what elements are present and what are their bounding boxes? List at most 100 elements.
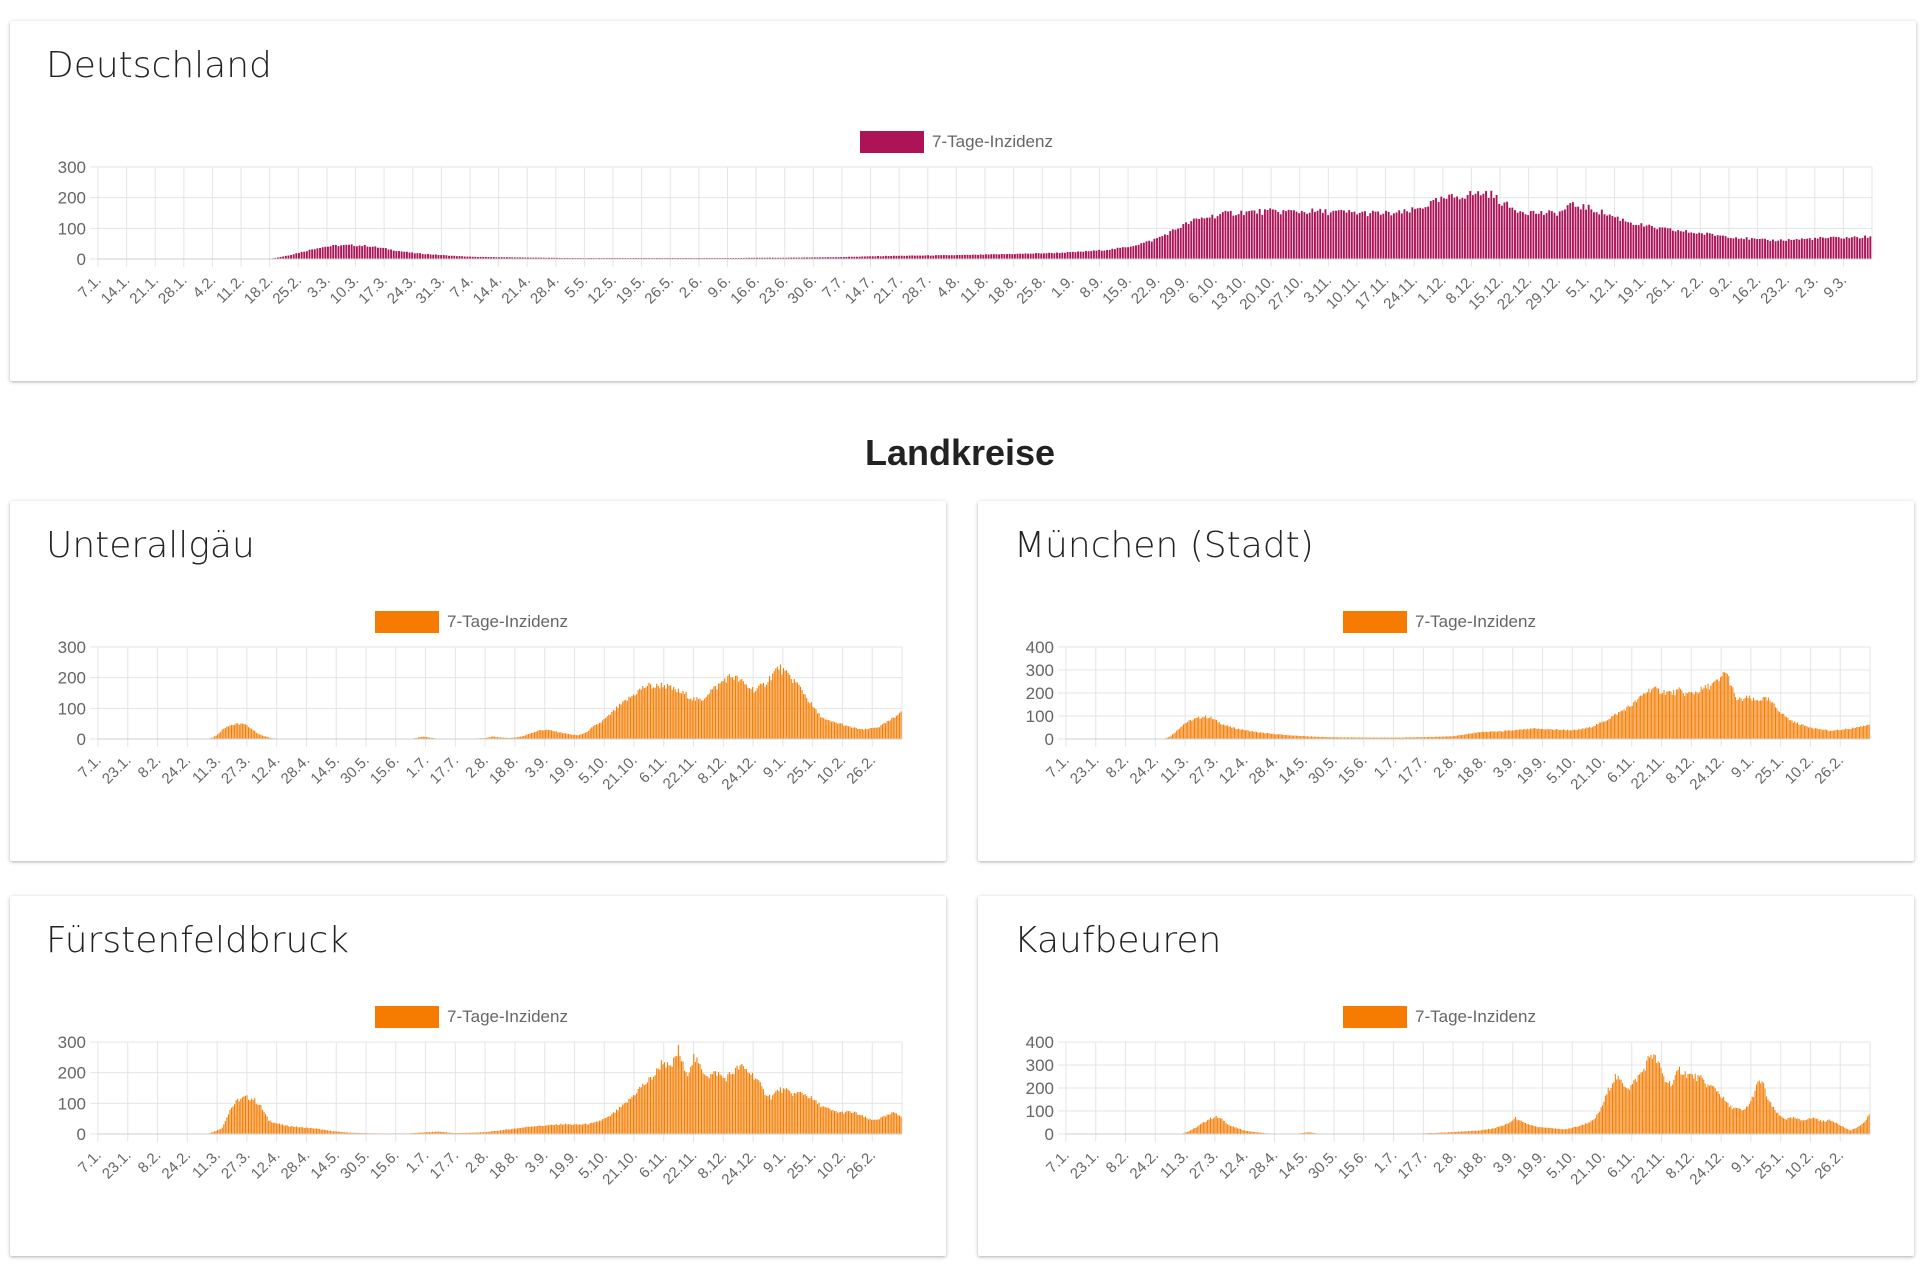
- bar: [835, 1111, 837, 1134]
- x-tick-label: 23.1.: [99, 752, 135, 788]
- bar: [881, 1116, 884, 1134]
- x-tick-label: 21.4.: [498, 272, 534, 308]
- bar: [321, 247, 324, 259]
- bar: [866, 256, 869, 259]
- bar: [1174, 732, 1176, 739]
- bar: [1505, 1124, 1507, 1134]
- bar: [210, 1132, 212, 1134]
- bar: [1170, 735, 1172, 739]
- bar: [530, 732, 533, 739]
- bar: [263, 1111, 265, 1134]
- bar: [677, 1044, 679, 1134]
- bar: [600, 1120, 602, 1134]
- bar: [1644, 693, 1646, 739]
- bar: [1450, 1132, 1452, 1134]
- bar: [832, 1109, 834, 1134]
- bar: [767, 1096, 769, 1134]
- bar: [1308, 1132, 1310, 1134]
- bar: [643, 688, 645, 739]
- bar: [217, 734, 219, 739]
- bar: [1245, 1130, 1247, 1134]
- bar: [781, 1093, 783, 1134]
- bar: [520, 736, 522, 739]
- bar: [518, 736, 520, 739]
- bar: [1797, 722, 1799, 739]
- bar: [1516, 729, 1518, 739]
- bar: [1626, 706, 1628, 739]
- bar: [804, 694, 806, 739]
- bar: [773, 1093, 775, 1134]
- bar: [1316, 210, 1319, 259]
- bar: [1465, 1131, 1467, 1134]
- bar: [588, 730, 590, 739]
- bar: [1683, 1074, 1685, 1134]
- bar: [496, 737, 499, 739]
- bar: [1583, 728, 1585, 739]
- bar: [897, 715, 899, 739]
- bar: [1248, 211, 1251, 259]
- bar: [1404, 737, 1406, 739]
- bar: [740, 257, 743, 259]
- bar: [824, 257, 827, 259]
- bar: [478, 1132, 480, 1134]
- bar: [1261, 732, 1263, 739]
- bar: [812, 706, 814, 739]
- bar: [470, 1132, 472, 1134]
- bar: [884, 1116, 887, 1134]
- bar: [1718, 1094, 1720, 1134]
- bar: [645, 687, 647, 739]
- bar: [1348, 210, 1351, 259]
- bar: [679, 692, 681, 739]
- bar: [761, 1086, 763, 1134]
- x-tick-label: 2.2.: [1677, 272, 1707, 302]
- bar: [419, 253, 422, 259]
- bar: [1300, 210, 1303, 259]
- x-tick-label: 26.2.: [843, 1147, 879, 1183]
- bar: [1368, 737, 1370, 739]
- x-tick-label: 19.9.: [546, 1147, 582, 1183]
- x-tick-label: 23.1.: [99, 1147, 135, 1183]
- bar: [558, 1124, 560, 1134]
- bar: [1227, 725, 1229, 739]
- bar: [1518, 729, 1520, 739]
- bar: [1619, 1079, 1621, 1134]
- bar: [764, 1094, 766, 1134]
- bar: [1308, 736, 1310, 739]
- bar: [1350, 212, 1353, 259]
- bar: [1631, 1084, 1633, 1134]
- bar: [795, 682, 797, 739]
- bar: [295, 253, 298, 259]
- bar: [300, 251, 303, 259]
- bar: [302, 1127, 304, 1134]
- bar: [252, 730, 254, 739]
- bar: [493, 1130, 495, 1134]
- bar: [1443, 1132, 1445, 1134]
- bar: [1124, 247, 1127, 259]
- legend-label: 7-Tage-Inzidenz: [932, 132, 1053, 151]
- bar: [1550, 211, 1553, 259]
- bar: [469, 1132, 471, 1134]
- bar: [1800, 1120, 1802, 1134]
- bar: [337, 1131, 339, 1134]
- bar: [900, 1116, 902, 1134]
- bar: [786, 670, 788, 739]
- y-tick-label: 0: [77, 730, 86, 749]
- bar: [765, 1095, 768, 1134]
- bar: [594, 1121, 596, 1134]
- bar: [1688, 1073, 1690, 1134]
- bar: [747, 687, 749, 739]
- x-tick-label: 14.7.: [842, 272, 878, 308]
- bar: [1746, 695, 1748, 739]
- bar: [442, 255, 445, 259]
- bar: [1523, 729, 1525, 739]
- bar: [566, 257, 569, 259]
- bar: [685, 1072, 687, 1134]
- bar: [1818, 1120, 1820, 1134]
- bar: [820, 1107, 822, 1134]
- bar: [858, 1114, 860, 1134]
- bar: [793, 679, 795, 739]
- x-tick-label: 28.4.: [278, 1147, 314, 1183]
- bar: [1503, 202, 1506, 259]
- bar: [1319, 208, 1322, 259]
- bar: [240, 1098, 242, 1134]
